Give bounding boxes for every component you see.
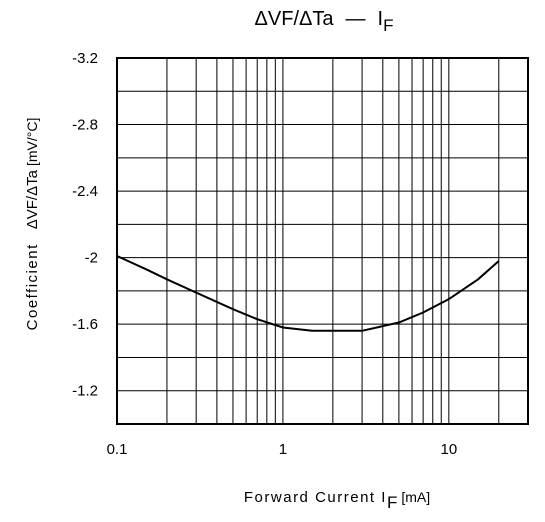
series-line bbox=[116, 255, 500, 332]
y-axis-label-prefix: Coefficient bbox=[24, 243, 41, 330]
x-axis-label-main: Forward Current I bbox=[244, 489, 387, 506]
y-tick-labels: -3.2 -2.8 -2.4 -2 -1.6 -1.2 bbox=[72, 50, 98, 400]
title-quantity-sub: F bbox=[383, 16, 393, 35]
title-main: ΔVF/ΔTa bbox=[255, 8, 335, 30]
y-tick-label: -1.6 bbox=[72, 316, 98, 333]
plot-area bbox=[116, 57, 529, 425]
x-axis-label: Forward Current IF [mA] bbox=[244, 489, 430, 512]
x-tick-labels: 0.1 1 10 bbox=[107, 441, 458, 458]
plot-frame bbox=[116, 57, 529, 425]
x-tick-label: 1 bbox=[279, 441, 287, 458]
x-axis-label-sub: F bbox=[387, 493, 397, 512]
y-axis-label: Coefficient ΔVF/ΔTa [mV/°C] bbox=[24, 118, 41, 331]
y-axis-label-main: ΔVF/ΔTa bbox=[24, 169, 41, 229]
x-tick-label: 10 bbox=[440, 441, 457, 458]
x-axis-label-unit: [mA] bbox=[401, 489, 430, 505]
title-quantity: I bbox=[378, 8, 384, 30]
chart-title: ΔVF/ΔTa — IF bbox=[255, 8, 394, 35]
y-axis-label-unit: [mV/°C] bbox=[24, 118, 40, 166]
y-tick-label: -2.4 bbox=[72, 183, 98, 200]
y-tick-label: -1.2 bbox=[72, 383, 98, 400]
title-separator: — bbox=[346, 8, 366, 30]
y-tick-label: -2.8 bbox=[72, 117, 98, 134]
y-tick-label: -3.2 bbox=[72, 50, 98, 67]
y-tick-label: -2 bbox=[85, 250, 98, 267]
grid bbox=[116, 57, 529, 425]
x-tick-label: 0.1 bbox=[107, 441, 128, 458]
